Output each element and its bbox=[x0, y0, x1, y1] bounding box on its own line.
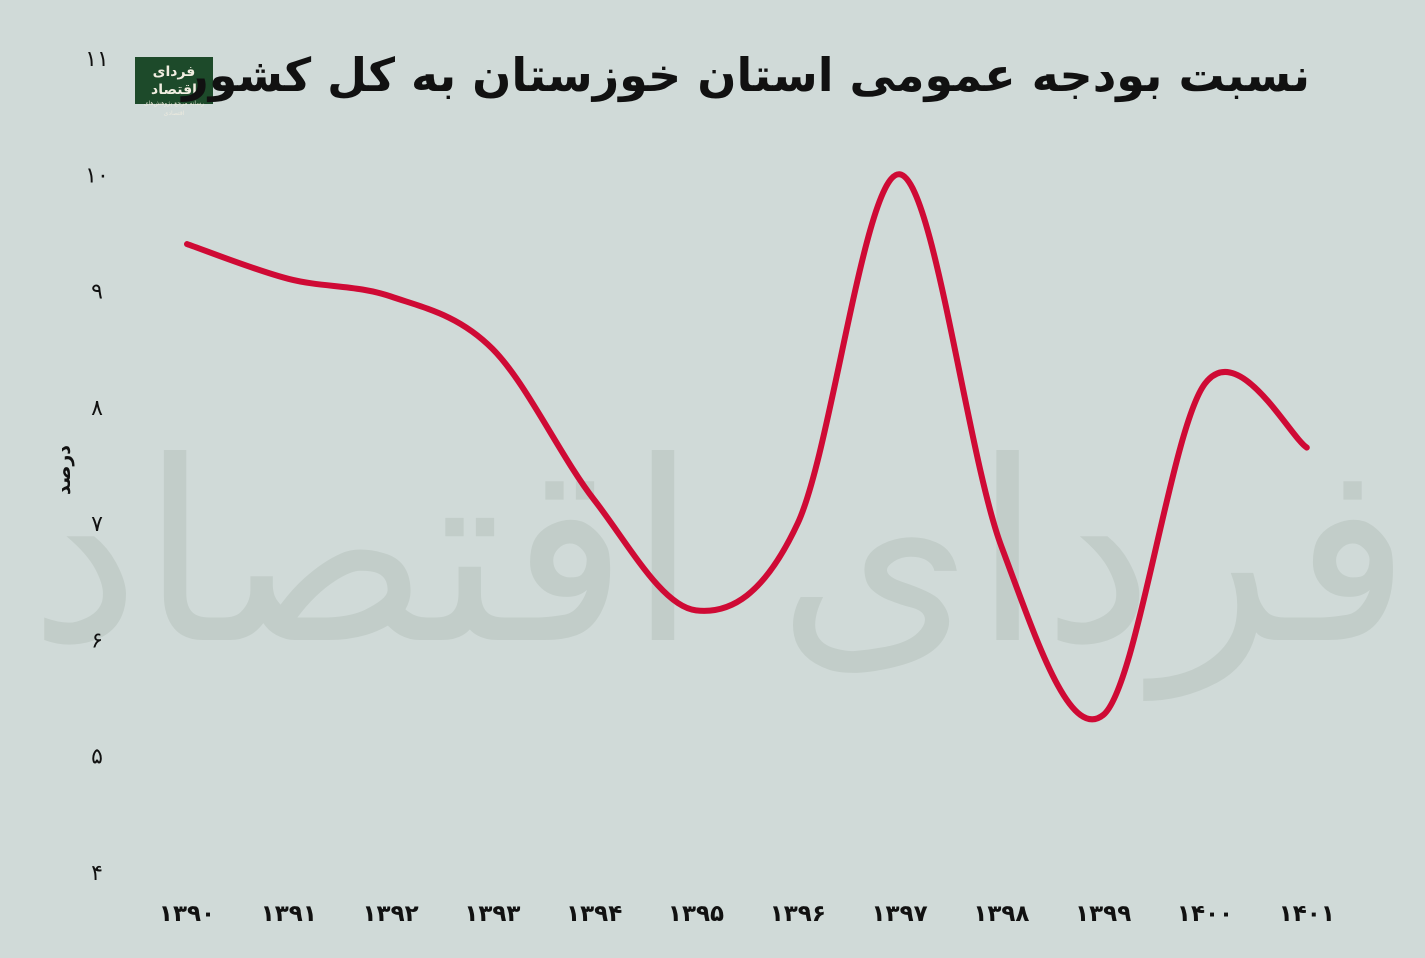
series-line bbox=[184, 171, 1310, 723]
logo-tagline: رسانه مرجع پژوهش‌های اقتصادی bbox=[143, 100, 205, 117]
chart-title: نسبت بودجه عمومی استان خوزستان به کل کشو… bbox=[182, 48, 1310, 102]
y-tick-label: ۹ bbox=[91, 280, 103, 305]
y-tick-label: ۵ bbox=[91, 745, 103, 770]
y-tick-label: ۷ bbox=[91, 512, 103, 537]
y-tick-label: ۸ bbox=[91, 396, 103, 421]
x-tick-label: ۱۴۰۱ bbox=[1279, 901, 1335, 927]
x-tick-label: ۱۳۹۰ bbox=[159, 901, 215, 927]
x-tick-label: ۱۳۹۴ bbox=[566, 901, 622, 927]
y-tick-label: ۴ bbox=[91, 861, 103, 886]
y-axis-label: درصد bbox=[53, 444, 75, 496]
x-tick-label: ۱۴۰۰ bbox=[1177, 901, 1233, 927]
brand-logo: فردای اقتصاد رسانه مرجع پژوهش‌های اقتصاد… bbox=[135, 57, 213, 117]
x-tick-label: ۱۳۹۱ bbox=[261, 901, 317, 927]
logo-name: فردای اقتصاد bbox=[151, 64, 197, 98]
x-tick-label: ۱۳۹۵ bbox=[668, 901, 724, 927]
y-tick-label: ۶ bbox=[91, 628, 103, 653]
y-axis-ticks: ۴ ۵ ۶ ۷ ۸ ۹ ۱۰ ۱۱ bbox=[85, 47, 109, 886]
y-tick-label: ۱۱ bbox=[85, 47, 109, 72]
x-tick-label: ۱۳۹۹ bbox=[1075, 901, 1131, 927]
x-tick-label: ۱۳۹۷ bbox=[872, 901, 928, 927]
watermark-text: فردای اقتصاد bbox=[29, 408, 1411, 702]
y-tick-label: ۱۰ bbox=[85, 163, 109, 188]
x-tick-label: ۱۳۹۸ bbox=[973, 901, 1029, 927]
x-tick-label: ۱۳۹۶ bbox=[770, 901, 826, 927]
x-axis-ticks: ۱۳۹۰ ۱۳۹۱ ۱۳۹۲ ۱۳۹۳ ۱۳۹۴ ۱۳۹۵ ۱۳۹۶ ۱۳۹۷ ۱۳۹۸ ۱۳۹۹… bbox=[159, 901, 1335, 927]
x-tick-label: ۱۳۹۳ bbox=[464, 901, 520, 927]
x-tick-label: ۱۳۹۲ bbox=[363, 901, 419, 927]
